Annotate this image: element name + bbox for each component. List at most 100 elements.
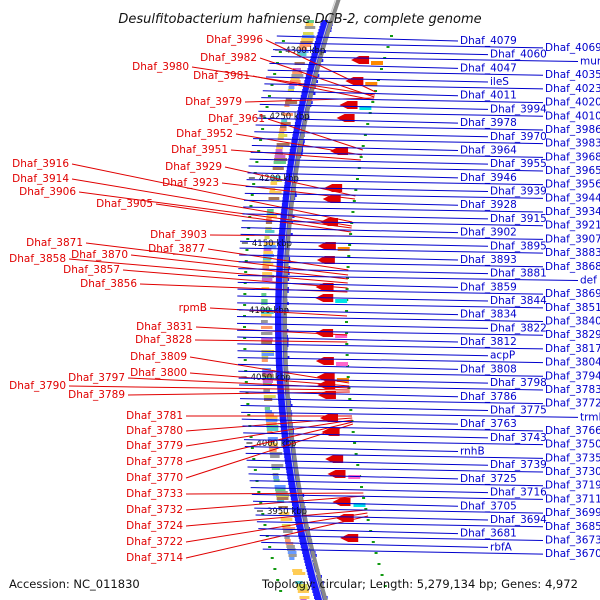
right-gene-label[interactable]: Dhaf_3670 <box>545 548 600 560</box>
right-gene-label[interactable]: Dhaf_3915 <box>490 213 547 225</box>
right-gene-label[interactable]: Dhaf_3711 <box>545 493 600 505</box>
left-gene-label[interactable]: Dhaf_3916 <box>12 158 69 170</box>
right-gene-label[interactable]: Dhaf_3955 <box>490 158 547 170</box>
left-gene-label[interactable]: Dhaf_3979 <box>185 96 242 108</box>
left-gene-label[interactable]: Dhaf_3781 <box>126 410 183 422</box>
right-gene-label[interactable]: Dhaf_4023 <box>545 83 600 95</box>
right-gene-label[interactable]: Dhaf_3750 <box>545 439 600 451</box>
left-gene-label[interactable]: Dhaf_3996 <box>206 34 263 46</box>
right-gene-label[interactable]: Dhaf_3673 <box>545 534 600 546</box>
left-gene-label[interactable]: Dhaf_3790 <box>9 380 66 392</box>
right-gene-label[interactable]: Dhaf_3851 <box>545 302 600 314</box>
right-gene-label[interactable]: Dhaf_3719 <box>545 480 600 492</box>
right-gene-label[interactable]: Dhaf_3804 <box>545 357 600 369</box>
right-gene-label[interactable]: Dhaf_3829 <box>545 329 600 341</box>
right-gene-label[interactable]: Dhaf_3794 <box>545 370 600 382</box>
right-gene-label[interactable]: Dhaf_3869 <box>545 288 600 300</box>
right-gene-label[interactable]: Dhaf_3840 <box>545 316 600 328</box>
right-gene-label[interactable]: Dhaf_4079 <box>460 35 517 47</box>
left-gene-label[interactable]: Dhaf_3780 <box>126 425 183 437</box>
left-gene-label[interactable]: Dhaf_3733 <box>126 488 183 500</box>
right-gene-label[interactable]: Dhaf_3907 <box>545 233 600 245</box>
left-gene-label[interactable]: Dhaf_3914 <box>12 173 69 185</box>
right-gene-label[interactable]: Dhaf_3766 <box>545 425 600 437</box>
right-gene-label[interactable]: Dhaf_3934 <box>545 206 600 218</box>
right-gene-label[interactable]: Dhaf_3725 <box>460 473 517 485</box>
right-gene-label[interactable]: Dhaf_3786 <box>460 391 517 403</box>
left-gene-label[interactable]: Dhaf_3877 <box>148 243 205 255</box>
left-gene-label[interactable]: Dhaf_3778 <box>126 456 183 468</box>
left-gene-label[interactable]: Dhaf_3980 <box>132 61 189 73</box>
right-gene-label[interactable]: Dhaf_3964 <box>460 144 517 156</box>
left-gene-label[interactable]: Dhaf_3724 <box>126 520 183 532</box>
left-gene-label[interactable]: Dhaf_3870 <box>71 249 128 261</box>
left-gene-label[interactable]: Dhaf_3722 <box>126 536 183 548</box>
right-gene-label[interactable]: Dhaf_3812 <box>460 336 517 348</box>
right-gene-label[interactable]: Dhaf_4010 <box>545 110 600 122</box>
left-gene-label[interactable]: Dhaf_3871 <box>26 237 83 249</box>
right-gene-label[interactable]: Dhaf_3775 <box>490 404 547 416</box>
right-gene-label[interactable]: Dhaf_3730 <box>545 466 600 478</box>
right-gene-label[interactable]: Dhaf_3881 <box>490 268 547 280</box>
right-gene-label[interactable]: Dhaf_3844 <box>490 295 547 307</box>
right-gene-label[interactable]: rnhB <box>460 446 485 458</box>
right-gene-label[interactable]: Dhaf_3716 <box>490 487 547 499</box>
left-gene-label[interactable]: Dhaf_3789 <box>68 389 125 401</box>
right-gene-label[interactable]: Dhaf_3798 <box>490 377 547 389</box>
left-gene-label[interactable]: Dhaf_3797 <box>68 372 125 384</box>
left-gene-label[interactable]: Dhaf_3800 <box>130 367 187 379</box>
right-gene-label[interactable]: Dhaf_3822 <box>490 322 547 334</box>
right-gene-label[interactable]: Dhaf_3970 <box>490 131 547 143</box>
left-gene-label[interactable]: Dhaf_3961 <box>208 113 265 125</box>
right-gene-label[interactable]: Dhaf_3895 <box>490 240 547 252</box>
right-gene-label[interactable]: Dhaf_3968 <box>545 151 600 163</box>
left-gene-label[interactable]: Dhaf_3905 <box>96 198 153 210</box>
right-gene-label[interactable]: Dhaf_4060 <box>490 49 547 61</box>
left-gene-label[interactable]: Dhaf_3828 <box>135 334 192 346</box>
right-gene-label[interactable]: Dhaf_3946 <box>460 172 517 184</box>
left-gene-label[interactable]: Dhaf_3952 <box>176 128 233 140</box>
right-gene-label[interactable]: Dhaf_3965 <box>545 165 600 177</box>
right-gene-label[interactable]: Dhaf_3983 <box>545 138 600 150</box>
right-gene-label[interactable]: Dhaf_3939 <box>490 186 547 198</box>
right-gene-label[interactable]: Dhaf_3694 <box>490 514 547 526</box>
left-gene-label[interactable]: Dhaf_3982 <box>200 52 257 64</box>
right-gene-label[interactable]: Dhaf_3739 <box>490 459 547 471</box>
right-gene-label[interactable]: ileS <box>490 76 509 88</box>
right-gene-label[interactable]: Dhaf_3817 <box>545 343 600 355</box>
left-gene-label[interactable]: Dhaf_3981 <box>193 70 250 82</box>
left-gene-label[interactable]: Dhaf_3906 <box>19 186 76 198</box>
right-gene-label[interactable]: Dhaf_4047 <box>460 62 517 74</box>
right-gene-label[interactable]: rbfA <box>490 541 513 553</box>
right-gene-label[interactable]: Dhaf_4011 <box>460 90 517 102</box>
left-gene-label[interactable]: rpmB <box>179 302 207 314</box>
left-gene-label[interactable]: Dhaf_3831 <box>136 321 193 333</box>
right-gene-label[interactable]: Dhaf_4035 <box>545 69 600 81</box>
left-gene-label[interactable]: Dhaf_3857 <box>63 264 120 276</box>
right-gene-label[interactable]: def <box>580 274 597 286</box>
left-gene-label[interactable]: Dhaf_3770 <box>126 472 183 484</box>
left-gene-label[interactable]: Dhaf_3714 <box>126 552 183 564</box>
right-gene-label[interactable]: Dhaf_3921 <box>545 220 600 232</box>
left-gene-label[interactable]: Dhaf_3903 <box>150 229 207 241</box>
right-gene-label[interactable]: Dhaf_3735 <box>545 452 600 464</box>
right-gene-label[interactable]: Dhaf_3772 <box>545 398 600 410</box>
right-gene-label[interactable]: Dhaf_3859 <box>460 281 517 293</box>
left-gene-label[interactable]: Dhaf_3929 <box>165 161 222 173</box>
left-gene-label[interactable]: Dhaf_3779 <box>126 440 183 452</box>
right-gene-label[interactable]: Dhaf_3763 <box>460 418 517 430</box>
right-gene-label[interactable]: Dhaf_4069 <box>545 42 600 54</box>
right-gene-label[interactable]: Dhaf_3681 <box>460 528 517 540</box>
right-gene-label[interactable]: Dhaf_3699 <box>545 507 600 519</box>
left-gene-label[interactable]: Dhaf_3732 <box>126 504 183 516</box>
left-gene-label[interactable]: Dhaf_3856 <box>80 278 137 290</box>
right-gene-label[interactable]: Dhaf_3743 <box>490 432 547 444</box>
right-gene-label[interactable]: Dhaf_3893 <box>460 254 517 266</box>
left-gene-label[interactable]: Dhaf_3923 <box>162 177 219 189</box>
right-gene-label[interactable]: Dhaf_3883 <box>545 247 600 259</box>
right-gene-label[interactable]: Dhaf_3685 <box>545 521 600 533</box>
right-gene-label[interactable]: Dhaf_3834 <box>460 309 517 321</box>
right-gene-label[interactable]: Dhaf_3808 <box>460 363 517 375</box>
